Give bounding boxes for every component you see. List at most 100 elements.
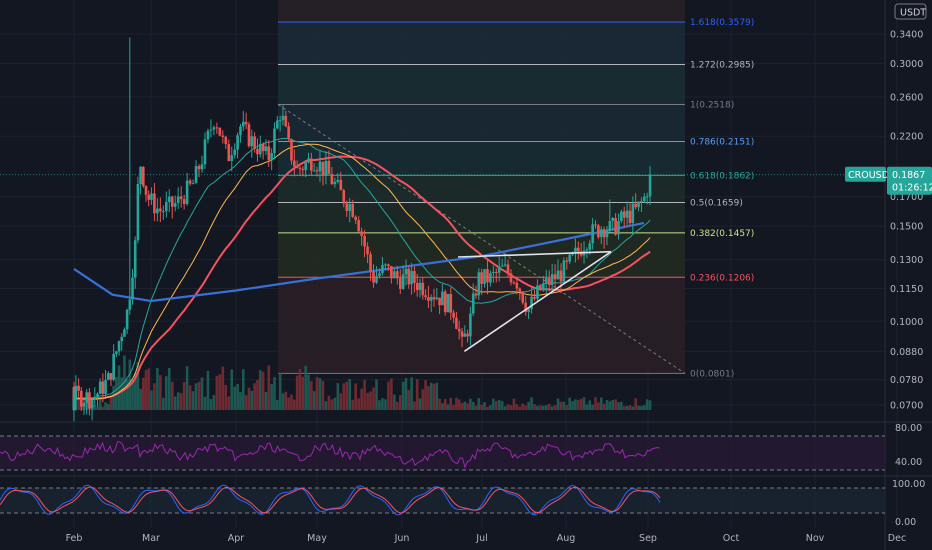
volume-bar (194, 383, 198, 410)
candle-body (136, 184, 140, 241)
volume-bar (348, 379, 352, 410)
candle-body (117, 341, 121, 352)
candle-body (620, 211, 623, 222)
candle-body (625, 210, 629, 218)
fib-zone (278, 104, 685, 142)
rsi-pane[interactable]: 80.00 40.00 (0, 423, 922, 471)
volume-bar (562, 401, 566, 410)
candle-body (101, 381, 105, 394)
currency-badge[interactable]: USDT (894, 3, 927, 20)
candle-body (463, 333, 467, 337)
time-axis[interactable]: Feb Mar Apr May Jun Jul Aug Sep Oct Nov Dec (66, 533, 907, 544)
volume-bar (176, 392, 180, 410)
candle-body (147, 194, 150, 200)
candle-body (179, 196, 183, 200)
moving-average-line (73, 221, 645, 303)
volume-bar (144, 370, 148, 410)
stochastic-pane[interactable]: 100.00 0.00 (0, 479, 925, 528)
candle-body (298, 167, 302, 169)
candle-body (617, 221, 620, 235)
volume-bar (452, 405, 455, 410)
stoch-band (0, 488, 885, 513)
volume-bar (559, 401, 563, 410)
candle-body (104, 379, 107, 394)
rsi-axis-label: 40.00 (895, 457, 922, 468)
volume-bar (209, 399, 213, 410)
volume-bar (634, 398, 637, 410)
candle-body (597, 225, 600, 238)
volume-bar (147, 368, 150, 410)
candle-body (363, 235, 366, 247)
volume-bar (597, 402, 600, 410)
volume-bar (648, 400, 652, 410)
volume-bar (506, 404, 510, 410)
time-axis-label: May (307, 533, 327, 544)
volume-bar (443, 399, 447, 410)
volume-bar (278, 373, 282, 410)
volume-bar (104, 402, 107, 410)
volume-bar (588, 400, 592, 410)
volume-bar (438, 398, 441, 410)
volume-bar (150, 390, 153, 410)
candle-body (527, 308, 530, 312)
volume-bar (384, 399, 387, 410)
candle-body (267, 146, 271, 161)
candle-body (98, 381, 102, 394)
candle-body (250, 136, 254, 147)
volume-bar (378, 400, 381, 410)
volume-bar (509, 405, 513, 410)
candle-body (109, 373, 113, 380)
time-axis-label: Feb (66, 533, 83, 544)
volume-bar (492, 398, 495, 410)
stoch-d-line (0, 486, 661, 514)
candle-body (500, 265, 504, 267)
volume-bar (310, 381, 313, 410)
candle-body (432, 297, 436, 300)
volume-bar (390, 378, 393, 410)
volume-bar (591, 404, 594, 410)
volume-bar (200, 377, 204, 410)
candle-body (230, 155, 234, 161)
fib-level-label: 0(0.0801) (690, 369, 734, 379)
candle-body (203, 139, 207, 165)
candle-body (413, 271, 416, 283)
volume-bar (77, 399, 80, 410)
drawings[interactable] (457, 250, 612, 352)
currency-badge-box[interactable] (894, 3, 927, 20)
candle-body (270, 152, 273, 161)
candle-body (310, 158, 313, 171)
candle-body (435, 297, 439, 300)
volume-bar (574, 399, 577, 410)
candle-body (446, 293, 450, 313)
volume-bar (524, 405, 527, 410)
volume-bar (315, 377, 319, 410)
volume-bar (93, 405, 97, 410)
candle-body (648, 174, 652, 197)
stoch-axis-label: 100.00 (892, 479, 925, 490)
price-axis-tick: 0.0700 (890, 401, 923, 412)
candle-body (421, 282, 425, 296)
candle-body (90, 399, 94, 409)
time-axis-label: Apr (228, 533, 245, 544)
candle-body (381, 264, 384, 274)
volume-bar (605, 399, 609, 410)
volume-bar (579, 398, 583, 410)
candle-body (236, 135, 239, 150)
candle-body (123, 329, 126, 337)
volume-bar (307, 374, 310, 410)
volume-bar (256, 379, 259, 410)
candle-body (407, 268, 411, 285)
candle-body (393, 271, 396, 279)
candle-body (512, 282, 516, 284)
candle-body (503, 264, 507, 266)
price-axis[interactable]: 0.0700 0.0780 0.0880 0.1000 0.1150 0.1300 0.15… (890, 30, 923, 412)
candle-body (474, 293, 478, 296)
volume-bar (503, 406, 507, 410)
volume-bar (608, 401, 612, 410)
volume-bar (197, 381, 201, 410)
volume-bar (212, 395, 216, 410)
volume-bar (466, 403, 469, 410)
volume-bar (125, 379, 129, 410)
